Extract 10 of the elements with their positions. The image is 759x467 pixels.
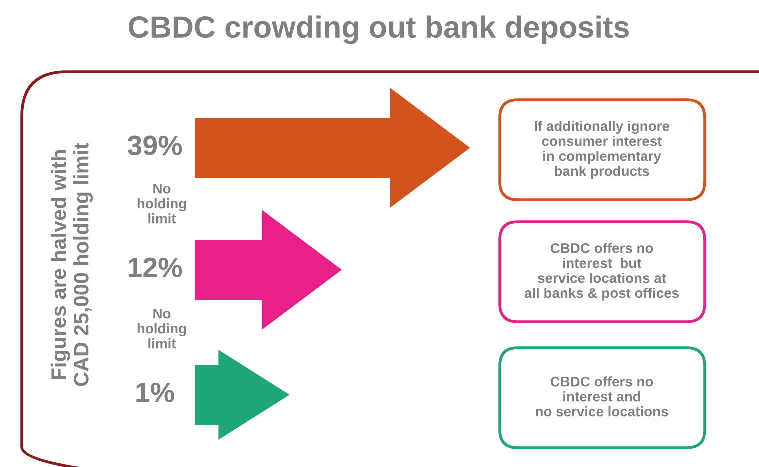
text: Figures are halved with CAD 25,000 holding limit	[50, 143, 94, 386]
category-label: If additionally ignore consumer interest in complementary bank products	[535, 121, 670, 179]
data-label: 39%	[128, 136, 182, 156]
text: CBDC crowding out bank deposits	[129, 16, 630, 44]
text: No holding limit	[138, 184, 186, 224]
data-label: 12%	[128, 258, 182, 278]
category-label: CBDC offers no interest and no service locations	[536, 376, 668, 417]
category-label: CBDC offers no interest but service locations at all banks & post offices	[524, 243, 680, 301]
text: No holding limit	[138, 309, 186, 349]
data-label: 1%	[136, 382, 174, 402]
